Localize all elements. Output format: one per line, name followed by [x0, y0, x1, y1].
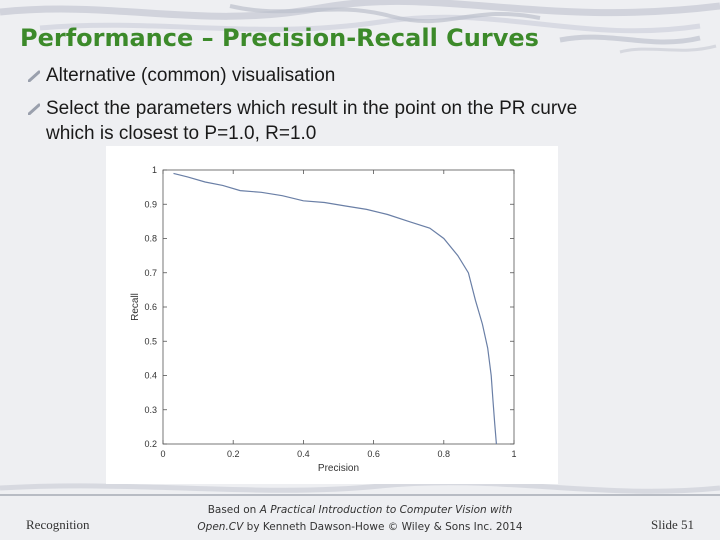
pr-curve-chart: 0 0.2 0.4 0.6 0.8 10.20.30.40.50.60.70.80.91P… [130, 165, 517, 474]
footer-divider [0, 494, 720, 496]
bullet-text: Select the parameters which result in th… [46, 98, 578, 119]
y-tick-label: 0.8 [144, 234, 157, 244]
x-tick-label: 1 [511, 449, 516, 459]
y-tick-label: 0.7 [144, 268, 157, 278]
y-tick-label: 0.2 [144, 439, 157, 449]
x-axis-label: Precision [318, 463, 359, 474]
y-tick-label: 0.5 [144, 336, 157, 346]
y-tick-label: 0.9 [144, 199, 157, 209]
pr-chart-panel: 0 0.2 0.4 0.6 0.8 1 0.2 0.3 0.4 0.5 0.6 0.7 0.8 0.9 1 P… [106, 146, 558, 484]
bullet-text: Alternative (common) visualisation [46, 65, 336, 86]
citation-book-title-cont: Open.CV [197, 521, 244, 533]
x-tick-label: 0 [160, 449, 165, 459]
x-tick-label: 0.6 [367, 449, 380, 459]
footer-course-label: Recognition [26, 517, 90, 532]
y-tick-label: 0.6 [144, 302, 157, 312]
y-axis-label: Recall [130, 293, 141, 321]
citation-book-title: A Practical Introduction to Computer Vis… [259, 504, 513, 516]
bullet-text-continued: which is closest to P=1.0, R=1.0 [46, 123, 317, 144]
x-tick-label: 0.4 [297, 449, 310, 459]
pr-curve-line [173, 172, 497, 445]
slide-number: Slide 51 [651, 517, 694, 532]
bullet-stroke-icon [28, 103, 40, 115]
slide-title: Performance – Precision-Recall Curves [20, 24, 539, 52]
plot-frame [162, 169, 515, 445]
citation-prefix: Based on [207, 504, 257, 516]
y-tick-label: 1 [152, 165, 157, 175]
y-tick-label: 0.3 [144, 405, 157, 415]
x-tick-label: 0.2 [227, 449, 240, 459]
y-tick-label: 0.4 [144, 371, 157, 381]
bullet-stroke-icon [28, 70, 40, 82]
footer-citation: Based on A Practical Introduction to Com… [170, 502, 550, 536]
x-tick-label: 0.8 [438, 449, 451, 459]
citation-author: by Kenneth Dawson-Howe © Wiley & Sons In… [246, 521, 523, 533]
